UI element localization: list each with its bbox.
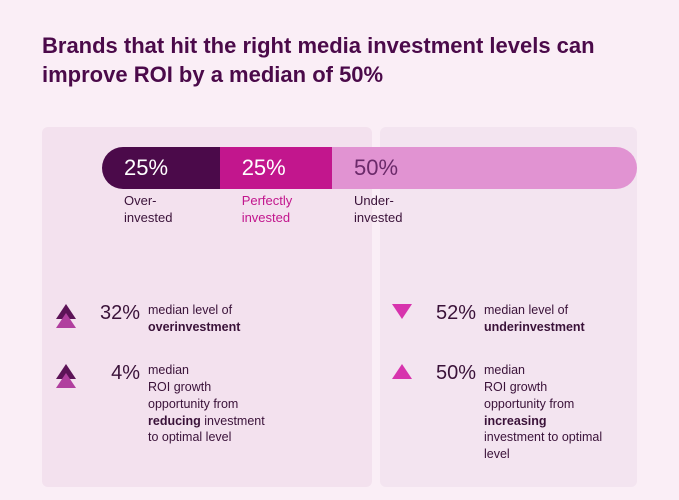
segment-perfect-value: 25% <box>242 155 286 181</box>
stats-right: 52% median level of underinvestment 50% … <box>392 302 604 489</box>
stats-left: 32% median level of overinvestment 4% me… <box>56 302 268 472</box>
up-double-icon <box>56 304 80 333</box>
stat-desc: medianROI growth opportunity from increa… <box>484 362 604 463</box>
segment-under-value: 50% <box>354 155 398 181</box>
segment-under: 50% <box>332 147 637 189</box>
label-perfect: Perfectly invested <box>220 193 332 227</box>
stat-row: 32% median level of overinvestment <box>56 302 268 336</box>
stat-desc: medianROI growth opportunity from reduci… <box>148 362 268 446</box>
stat-row: 4% medianROI growth opportunity from red… <box>56 362 268 446</box>
label-over: Over- invested <box>102 193 220 227</box>
stat-desc: median level of overinvestment <box>148 302 268 336</box>
stat-value: 52% <box>424 302 476 325</box>
segment-over: 25% <box>102 147 220 189</box>
chart-area: 25% 25% 50% Over- invested Perfectly inv… <box>42 127 637 487</box>
stat-value: 4% <box>88 362 140 385</box>
stat-value: 32% <box>88 302 140 325</box>
segment-perfect: 25% <box>220 147 332 189</box>
investment-bar: 25% 25% 50% <box>102 147 637 189</box>
down-single-icon <box>392 304 416 327</box>
infographic-page: Brands that hit the right media investme… <box>0 0 679 500</box>
label-under: Under- invested <box>332 193 637 227</box>
up-single-icon <box>392 364 416 387</box>
segment-over-value: 25% <box>124 155 168 181</box>
stat-desc: median level of underinvestment <box>484 302 604 336</box>
stat-row: 52% median level of underinvestment <box>392 302 604 336</box>
segment-labels: Over- invested Perfectly invested Under-… <box>102 193 637 227</box>
up-double-icon <box>56 364 80 393</box>
stat-row: 50% medianROI growth opportunity from in… <box>392 362 604 463</box>
stat-value: 50% <box>424 362 476 385</box>
page-title: Brands that hit the right media investme… <box>42 32 637 89</box>
